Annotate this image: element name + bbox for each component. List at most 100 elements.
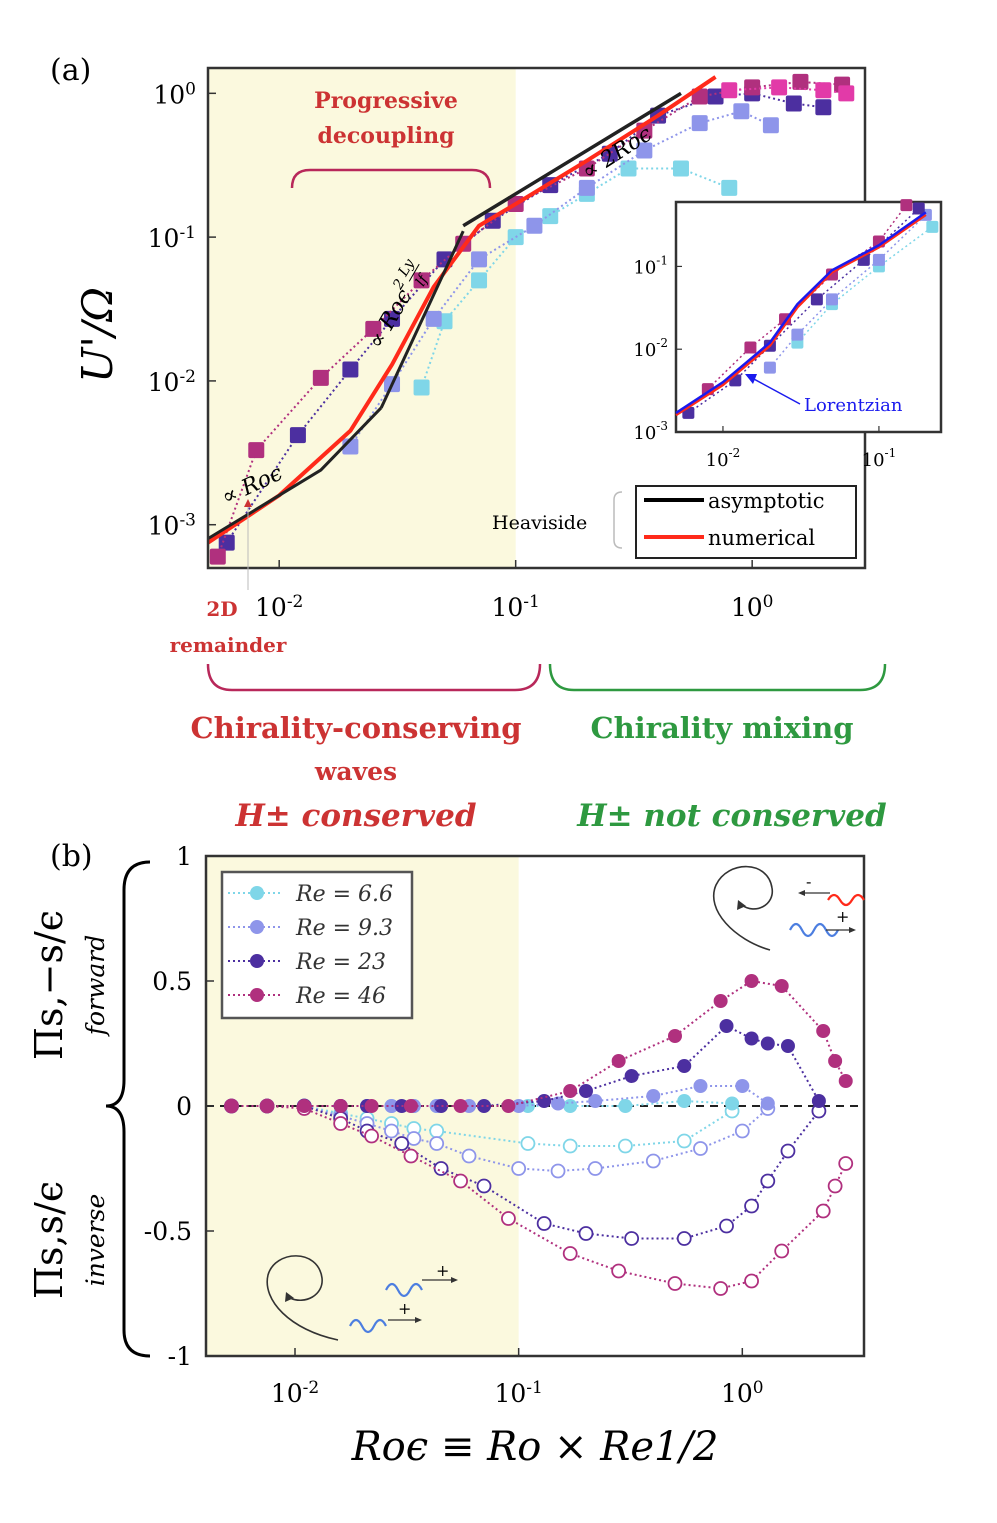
- b-legend-entries: Re = 6.6 Re = 9.3 Re = 23 Re = 46: [228, 882, 393, 1009]
- a-point-4-3: [838, 85, 855, 102]
- annot-decoupling: decoupling: [318, 123, 455, 149]
- b-inverse-point-2-8: [536, 1216, 552, 1231]
- b-inverse-point-3-15: [827, 1178, 843, 1194]
- asymptotic-segment-1: [207, 406, 383, 540]
- b-inverse-point-2-13: [744, 1198, 759, 1214]
- b-xtick-label-2: 100: [721, 1378, 764, 1408]
- b-inverse-point-3-9: [611, 1263, 627, 1279]
- panel-b-label: (b): [50, 839, 93, 874]
- b-inverse-point-3-4: [364, 1128, 379, 1144]
- b-inverse-point-2-15: [780, 1143, 796, 1159]
- a-xtick-label-1: 10-1: [491, 592, 539, 622]
- b-forward-point-0-10: [618, 1099, 633, 1113]
- a-ytick-label-2: 10-1: [148, 223, 196, 253]
- a-point-2-0: [218, 534, 235, 551]
- panel-a-label: (a): [50, 53, 91, 88]
- a-shaded-region: [208, 68, 516, 568]
- a-point-2-1: [289, 427, 306, 444]
- b-inverse-point-1-7: [429, 1136, 445, 1151]
- inset-xtick-label-0: 10-2: [706, 446, 741, 471]
- b-inverse-point-2-12: [719, 1218, 734, 1234]
- b-inverse-point-2-6: [433, 1161, 449, 1176]
- b-inverse-point-3-12: [744, 1273, 759, 1289]
- a-point-1-4: [526, 217, 543, 234]
- progressive-bracket: [290, 168, 492, 189]
- b-inverse-point-1-11: [587, 1161, 603, 1176]
- inverse-spiral-icon: + +: [266, 1255, 458, 1341]
- b-inverse-point-3-14: [815, 1203, 831, 1219]
- inset-ytick-label-2: 10-1: [633, 253, 668, 278]
- b-forward-point-2-13: [744, 1031, 759, 1046]
- inset-point-1-2: [825, 293, 838, 306]
- heaviside-bracket: [613, 491, 623, 549]
- b-inverse-line-3: [231, 1105, 847, 1290]
- b-x-label: Roϵ ≡ Ro × Re1/2: [351, 1424, 719, 1470]
- a-point-3-3: [365, 320, 382, 337]
- a-point-0-0: [413, 379, 430, 396]
- b-inverse-point-1-5: [384, 1123, 399, 1139]
- b-forward-point-1-11: [588, 1094, 603, 1108]
- annot-steep-frac-bar: [408, 263, 420, 282]
- b-inverse-point-3-7: [501, 1211, 516, 1226]
- annot-heaviside: Heaviside: [492, 512, 587, 534]
- inset-point-0-3: [926, 220, 939, 233]
- a-point-3-2: [312, 369, 329, 386]
- a-point-3-1: [248, 442, 265, 459]
- inset-point-2-3: [810, 293, 823, 306]
- b-forward-point-1-13: [693, 1079, 708, 1093]
- b-inverse-point-3-11: [713, 1281, 729, 1296]
- a-point-1-6: [636, 142, 653, 159]
- a-point-0-4: [542, 208, 559, 225]
- b-ytick-label-3: -0.5: [144, 1217, 192, 1246]
- b-inverse-point-2-14: [760, 1173, 776, 1189]
- b-inverse-point-0-9: [562, 1138, 578, 1154]
- b-forward-point-3-10: [667, 1029, 682, 1043]
- a-ytick-label-1: 10-2: [148, 367, 196, 397]
- b-inverse-point-3-6: [453, 1173, 468, 1189]
- a-point-3-11: [792, 73, 809, 90]
- asymptotic-segment-3: [462, 91, 682, 228]
- inset-lorentzian-curve: [675, 211, 927, 414]
- a-y-label: U'/Ω: [73, 287, 122, 383]
- b-inverse-point-1-8: [461, 1148, 477, 1164]
- a-point-4-1: [771, 79, 788, 96]
- b-ytick-label-2: 0: [176, 1092, 192, 1121]
- regime-left-title: Chirality-conserving: [191, 711, 522, 745]
- inset-point-1-0: [763, 361, 776, 374]
- b-forward-point-3-4: [364, 1099, 379, 1113]
- b-inverse-point-3-3: [333, 1116, 349, 1131]
- b-ylabel-inverse-sub: inverse: [81, 1194, 110, 1287]
- regime-right-title: Chirality mixing: [591, 711, 854, 745]
- b-plot-marks: [224, 974, 854, 1296]
- b-inverse-point-0-11: [676, 1133, 692, 1149]
- inset-point-2-5: [912, 202, 925, 215]
- annot-progressive: Progressive: [314, 88, 458, 114]
- b-forward-point-1-12: [646, 1089, 661, 1103]
- b-forward-point-3-7: [501, 1099, 516, 1113]
- b-inverse-point-2-5: [394, 1136, 410, 1151]
- b-inverse-point-0-7: [429, 1123, 445, 1139]
- inset-point-1-3: [872, 253, 885, 266]
- regime-left-law: H± conserved: [234, 798, 476, 834]
- lorentzian-pointer: [751, 377, 801, 405]
- annot-remainder: remainder: [170, 633, 287, 657]
- b-ylabel-inverse: Πs,s/ϵ: [27, 1181, 71, 1299]
- inset-numerical-curve: [675, 213, 927, 417]
- b-forward-point-3-12: [744, 974, 759, 988]
- b-forward-point-2-6: [434, 1099, 449, 1113]
- inverse-brace: [122, 1132, 151, 1358]
- b-forward-point-3-6: [453, 1099, 468, 1113]
- a-xtick-label-0: 10-2: [255, 592, 303, 622]
- annot-2d: 2D: [206, 597, 237, 621]
- b-forward-point-1-15: [760, 1096, 775, 1111]
- b-inverse-point-0-8: [520, 1136, 536, 1151]
- b-forward-point-3-5: [403, 1099, 418, 1113]
- forward-minus-glyph: -: [806, 872, 811, 891]
- inset-ytick-label-0: 10-3: [633, 419, 668, 444]
- b-legend-marker-3: [250, 988, 264, 1002]
- inverse-plus-glyph-1: +: [436, 1261, 449, 1280]
- b-forward-point-2-10: [624, 1069, 639, 1083]
- b-forward-point-2-16: [811, 1094, 826, 1108]
- regime-right-bracket: [548, 663, 887, 692]
